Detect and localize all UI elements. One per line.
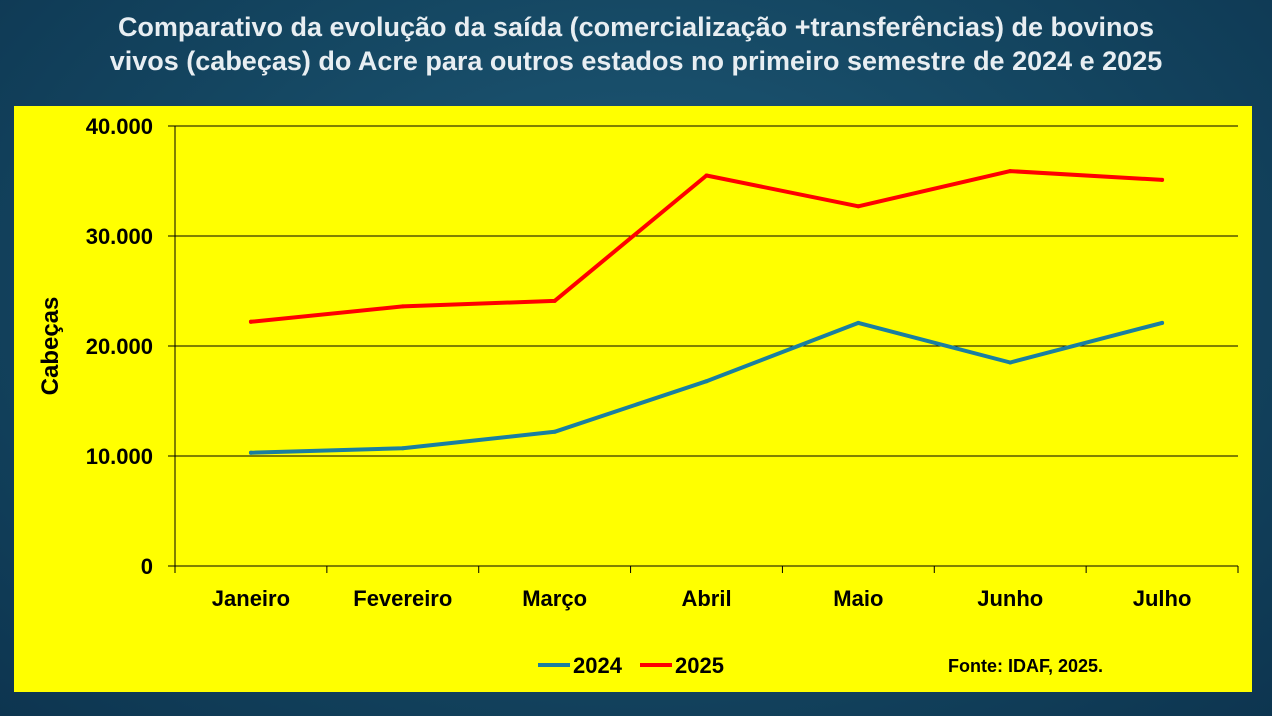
- axes: [168, 125, 1239, 573]
- title-line-1: Comparativo da evolução da saída (comerc…: [117, 12, 1155, 42]
- x-tick-label: Janeiro: [212, 586, 290, 611]
- data-point-2025: [400, 304, 405, 309]
- data-point-2025: [856, 204, 861, 209]
- data-point-2024: [400, 446, 405, 451]
- legend-label-2025: 2025: [675, 653, 724, 678]
- y-tick-label: 10.000: [86, 444, 153, 469]
- series-lines: [248, 169, 1165, 455]
- data-point-2024: [552, 429, 557, 434]
- data-point-2025: [1160, 177, 1165, 182]
- x-tick-label: Maio: [833, 586, 883, 611]
- data-point-2024: [1160, 320, 1165, 325]
- legend-label-2024: 2024: [573, 653, 623, 678]
- chart-panel: [14, 106, 1252, 692]
- x-tick-label: Abril: [681, 586, 731, 611]
- y-tick-labels: 0 10.000 20.000 30.000 40.000: [86, 114, 153, 579]
- gridlines: [175, 125, 1238, 457]
- series-line-2025: [248, 169, 1165, 324]
- legend: 2024 2025: [538, 653, 724, 678]
- data-point-2025: [1008, 169, 1013, 174]
- y-tick-label: 30.000: [86, 224, 153, 249]
- x-tick-labels: Janeiro Fevereiro Março Abril Maio Junho Julho: [212, 586, 1192, 611]
- y-axis-label: Cabeças: [37, 297, 64, 396]
- data-point-2025: [704, 173, 709, 178]
- y-tick-label: 20.000: [86, 334, 153, 359]
- data-point-2025: [248, 319, 253, 324]
- data-point-2024: [1008, 360, 1013, 365]
- x-tick-label: Fevereiro: [353, 586, 452, 611]
- data-point-2024: [856, 320, 861, 325]
- series-line-2024: [248, 320, 1165, 455]
- data-point-2024: [704, 379, 709, 384]
- title-line-2: vivos (cabeças) do Acre para outros esta…: [109, 46, 1163, 76]
- x-tick-label: Junho: [977, 586, 1043, 611]
- source-note: Fonte: IDAF, 2025.: [948, 656, 1103, 676]
- data-point-2024: [248, 450, 253, 455]
- x-tick-label: Março: [522, 586, 587, 611]
- x-tick-label: Julho: [1133, 586, 1192, 611]
- y-tick-label: 40.000: [86, 114, 153, 139]
- chart-title: Comparativo da evolução da saída (comerc…: [0, 10, 1272, 78]
- data-point-2025: [552, 298, 557, 303]
- y-tick-label: 0: [141, 554, 153, 579]
